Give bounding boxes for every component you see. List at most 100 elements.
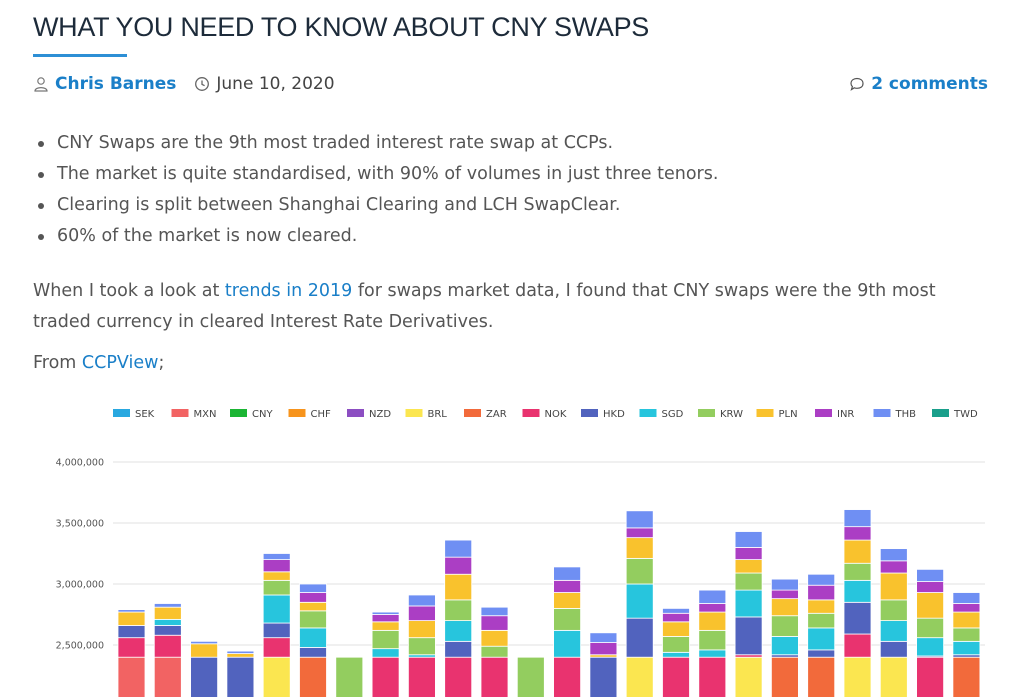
bar-stack xyxy=(952,592,981,697)
bar-segment xyxy=(734,656,763,697)
bar-segment xyxy=(662,656,690,697)
bar-segment xyxy=(262,553,291,560)
clock-icon xyxy=(195,77,210,91)
bar-segment xyxy=(952,627,981,642)
ccpview-link[interactable]: CCPView xyxy=(81,353,159,373)
bar-segment xyxy=(662,651,690,658)
legend-label: THB xyxy=(895,409,917,420)
bar-segment xyxy=(190,656,219,697)
bar-segment xyxy=(952,640,981,656)
legend-swatch xyxy=(698,409,715,417)
bar-segment xyxy=(444,539,473,558)
bar-segment xyxy=(553,607,581,631)
bar-segment xyxy=(807,627,836,651)
legend-swatch xyxy=(230,409,247,417)
bar-segment xyxy=(480,656,509,697)
bar-segment xyxy=(262,579,291,596)
bar-segment xyxy=(371,621,400,631)
legend-label: SEK xyxy=(135,409,155,420)
bar-segment xyxy=(371,656,400,697)
bar-segment xyxy=(153,634,182,658)
comment-bubble-icon[interactable] xyxy=(849,76,865,92)
y-tick-label: 4,000,000 xyxy=(56,458,104,469)
legend-label: INR xyxy=(837,409,854,420)
bar-segment xyxy=(879,620,908,642)
bar-segment xyxy=(153,618,182,626)
bar-segment xyxy=(516,656,545,697)
bar-stack xyxy=(444,539,473,697)
legend-label: TWD xyxy=(953,409,978,420)
bar-segment xyxy=(262,594,291,624)
bar-stack xyxy=(589,632,618,697)
bar-segment xyxy=(771,615,799,637)
bar-segment xyxy=(262,637,291,658)
bar-segment xyxy=(371,614,400,623)
from-line: From CCPView; xyxy=(33,348,164,379)
post-date: June 10, 2020 xyxy=(216,74,335,94)
bullet-item: CNY Swaps are the 9th most traded intere… xyxy=(33,128,718,159)
bar-stack xyxy=(698,589,727,697)
bar-segment xyxy=(371,648,400,658)
legend-swatch xyxy=(522,409,540,417)
bar-stack xyxy=(807,573,836,697)
bar-stack xyxy=(625,510,654,697)
legend-label: BRL xyxy=(428,409,448,420)
bar-segment xyxy=(299,647,327,658)
bar-segment xyxy=(807,599,836,614)
bar-segment xyxy=(625,557,654,585)
legend-label: NOK xyxy=(545,409,567,420)
legend-label: HKD xyxy=(603,409,625,420)
bar-segment xyxy=(952,656,981,697)
bar-segment xyxy=(625,537,654,559)
bar-segment xyxy=(771,598,799,617)
bar-segment xyxy=(952,611,981,629)
bar-segment xyxy=(952,603,981,613)
bar-stack xyxy=(771,578,799,697)
bar-segment xyxy=(117,656,146,697)
volume-chart: SEK MXN CNY CHF NZD BRL ZAR NOK HKD SGD KRW PLN INR T… xyxy=(33,396,993,697)
bar-segment xyxy=(771,656,799,697)
bar-segment xyxy=(444,656,473,697)
bar-segment xyxy=(843,562,872,581)
bar-segment xyxy=(480,629,509,647)
bar-segment xyxy=(662,607,690,614)
bar-segment xyxy=(734,616,763,656)
legend-label: PLN xyxy=(779,409,798,420)
bar-segment xyxy=(371,611,400,615)
legend-swatch xyxy=(113,409,130,417)
comments-link[interactable]: 2 comments xyxy=(871,74,988,94)
y-tick-label: 3,500,000 xyxy=(56,519,104,530)
bar-segment xyxy=(589,632,618,643)
bar-segment xyxy=(771,636,799,656)
bar-segment xyxy=(843,579,872,603)
bar-segment xyxy=(190,640,219,645)
legend-swatch xyxy=(815,409,832,417)
legend-swatch xyxy=(581,409,598,417)
bar-segment xyxy=(589,656,618,697)
y-tick-label: 3,000,000 xyxy=(56,580,104,591)
bar-segment xyxy=(262,622,291,639)
bar-segment xyxy=(879,640,908,658)
bar-segment xyxy=(625,656,654,697)
trends-link[interactable]: trends in 2019 xyxy=(224,281,353,301)
bar-segment xyxy=(117,637,146,658)
bar-stack xyxy=(662,607,690,697)
bar-segment xyxy=(226,656,255,697)
bar-segment xyxy=(262,571,291,581)
author-link[interactable]: Chris Barnes xyxy=(55,74,177,94)
bar-segment xyxy=(262,559,291,573)
bar-segment xyxy=(190,643,219,658)
y-tick-label: 2,500,000 xyxy=(56,641,104,652)
bar-segment xyxy=(480,615,509,631)
bar-segment xyxy=(299,656,327,697)
bar-segment xyxy=(698,656,727,697)
bar-segment xyxy=(771,589,799,600)
bar-segment xyxy=(407,637,436,656)
bar-stack xyxy=(734,531,763,697)
bar-segment xyxy=(299,627,327,648)
meta-left: Chris Barnes June 10, 2020 xyxy=(33,74,335,94)
bar-segment xyxy=(553,566,581,581)
bar-segment xyxy=(843,526,872,541)
title-underline xyxy=(33,54,127,57)
bar-segment xyxy=(662,636,690,653)
